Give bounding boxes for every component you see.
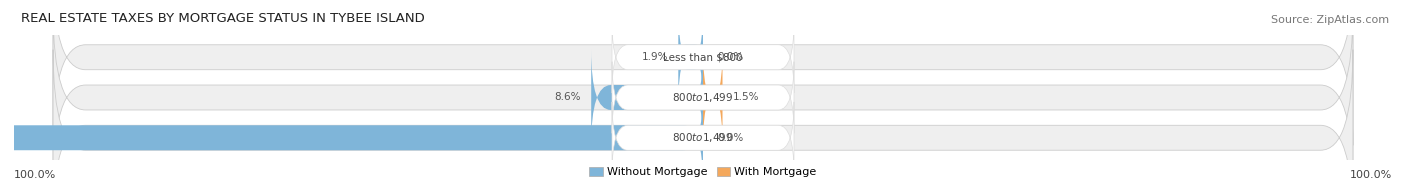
Text: 0.0%: 0.0% [717,52,744,62]
Text: 8.6%: 8.6% [554,92,581,103]
FancyBboxPatch shape [612,102,794,174]
FancyBboxPatch shape [612,21,794,93]
Text: 1.5%: 1.5% [733,92,759,103]
FancyBboxPatch shape [678,9,703,105]
Text: Source: ZipAtlas.com: Source: ZipAtlas.com [1271,15,1389,25]
Text: 100.0%: 100.0% [14,170,56,180]
Text: $800 to $1,499: $800 to $1,499 [672,91,734,104]
Text: 0.0%: 0.0% [717,133,744,143]
FancyBboxPatch shape [53,50,1353,195]
FancyBboxPatch shape [591,50,703,145]
Text: 100.0%: 100.0% [1350,170,1392,180]
Legend: Without Mortgage, With Mortgage: Without Mortgage, With Mortgage [585,162,821,182]
Text: $800 to $1,499: $800 to $1,499 [672,131,734,144]
FancyBboxPatch shape [53,0,1353,145]
Text: Less than $800: Less than $800 [664,52,742,62]
Text: 1.9%: 1.9% [641,52,668,62]
FancyBboxPatch shape [612,62,794,133]
FancyBboxPatch shape [0,90,703,186]
FancyBboxPatch shape [703,50,723,145]
Text: REAL ESTATE TAXES BY MORTGAGE STATUS IN TYBEE ISLAND: REAL ESTATE TAXES BY MORTGAGE STATUS IN … [21,12,425,25]
FancyBboxPatch shape [53,9,1353,186]
